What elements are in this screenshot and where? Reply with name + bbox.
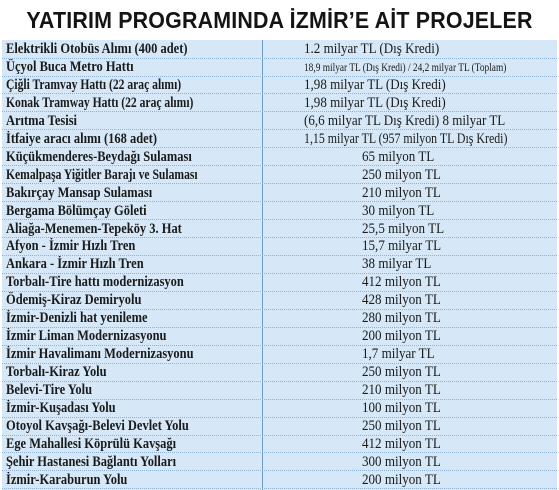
project-name: Üçyol Buca Metro Hattı xyxy=(6,58,134,75)
table-row: Belevi-Tire Yolu 210 milyon TL xyxy=(2,382,557,400)
table-row: İzmir-Kuşadası Yolu 100 milyon TL xyxy=(2,400,557,418)
project-name: Kemalpaşa Yiğitler Barajı ve Sulaması xyxy=(6,166,198,183)
table-row: Çiğli Tramvay Hattı (22 araç alımı) 1,98 … xyxy=(2,77,557,95)
project-name: İzmir-Kuşadası Yolu xyxy=(6,400,116,416)
table-row: Küçükmenderes-Beydağı Sulaması 65 milyon … xyxy=(2,149,557,167)
project-budget: 18,9 milyar TL (Dış Kredi) / 24,2 milyar… xyxy=(304,59,507,74)
table-row: Torbalı-Kiraz Yolu 250 milyon TL xyxy=(2,364,557,382)
table-row: Üçyol Buca Metro Hattı 18,9 milyar TL (Dı… xyxy=(2,59,557,77)
table-row: Bergama Bölümçay Göleti 30 milyon TL xyxy=(2,203,557,221)
table-row: İzmir Liman Modernizasyonu 200 milyon TL xyxy=(2,328,557,346)
project-name: Elektrikli Otobüs Alımı (400 adet) xyxy=(6,41,188,57)
project-budget: 1,7 milyar TL xyxy=(362,346,435,363)
project-name: Arıtma Tesisi xyxy=(6,112,78,129)
project-name: Şehir Hastanesi Bağlantı Yolları xyxy=(6,453,177,470)
project-name: İzmir Havalimanı Modernizasyonu xyxy=(6,346,194,363)
table-row: İzmir-Denizli hat yenileme 280 milyon TL xyxy=(2,310,557,328)
project-budget: 30 milyon TL xyxy=(362,202,435,219)
table-row: Elektrikli Otobüs Alımı (400 adet) 1.2 mi… xyxy=(2,41,557,59)
project-name: Torbalı-Tire hattı modernizasyon xyxy=(6,274,184,291)
table-row: Arıtma Tesisi (6,6 milyar TL Dış Kredi) 8… xyxy=(2,113,557,131)
project-budget: 250 milyon TL xyxy=(362,364,441,381)
table-row: Ege Mahallesi Köprülü Kavşağı 412 milyon … xyxy=(2,436,557,454)
project-name: Ödemiş-Kiraz Demiryolu xyxy=(6,292,142,309)
table-row: İzmir-Karaburun Yolu 200 milyon TL xyxy=(2,472,557,490)
project-budget: 1,98 milyar TL (Dış Kredi) xyxy=(304,76,446,93)
project-budget: 38 milyar TL xyxy=(362,256,432,273)
project-name: İzmir-Karaburun Yolu xyxy=(6,471,128,488)
project-name: Ankara - İzmir Hızlı Tren xyxy=(6,256,144,273)
project-budget: 65 milyon TL xyxy=(362,148,435,165)
table-row: Konak Tramway Hattı (22 araç alımı) 1,98 … xyxy=(2,95,557,113)
project-budget: 25,5 milyon TL xyxy=(362,220,445,237)
table-row: Aliağa-Menemen-Tepeköy 3. Hat 25,5 milyon… xyxy=(2,221,557,239)
project-name: Afyon - İzmir Hızlı Tren xyxy=(6,238,136,255)
table-row: Afyon - İzmir Hızlı Tren 15,7 milyar TL xyxy=(2,238,557,257)
table-row: Şehir Hastanesi Bağlantı Yolları 300 mily… xyxy=(2,454,557,472)
table-row: Ankara - İzmir Hızlı Tren 38 milyar TL xyxy=(2,256,557,274)
project-budget: 1.2 milyar TL (Dış Kredi) xyxy=(304,41,440,57)
project-name: Bergama Bölümçay Göleti xyxy=(6,202,147,219)
project-budget: 15,7 milyar TL xyxy=(362,238,442,255)
project-budget: 1,98 milyar TL (Dış Kredi) xyxy=(304,94,446,111)
project-budget: 200 milyon TL xyxy=(362,471,441,488)
project-name: İzmir-Denizli hat yenileme xyxy=(6,310,148,327)
project-name: Ege Mahallesi Köprülü Kavşağı xyxy=(6,435,177,452)
project-budget: 210 milyon TL xyxy=(362,382,441,399)
project-name: Çiğli Tramvay Hattı (22 araç alımı) xyxy=(6,76,182,93)
table-row: Torbalı-Tire hattı modernizasyon 412 mily… xyxy=(2,274,557,292)
project-name: Küçükmenderes-Beydağı Sulaması xyxy=(6,148,192,165)
project-budget: 200 milyon TL xyxy=(362,328,441,345)
page-title: YATIRIM PROGRAMINDA İZMİR’E AİT PROJELER xyxy=(26,6,533,33)
project-budget: 300 milyon TL xyxy=(362,453,441,470)
project-budget: 412 milyon TL xyxy=(362,274,441,291)
table-row: Bakırçay Mansap Sulaması 210 milyon TL xyxy=(2,185,557,203)
project-name: Aliağa-Menemen-Tepeköy 3. Hat xyxy=(6,220,182,237)
project-budget: 100 milyon TL xyxy=(362,400,441,416)
column-divider xyxy=(262,40,263,490)
project-budget: 412 milyon TL xyxy=(362,435,441,452)
project-name: Otoyol Kavşağı-Belevi Devlet Yolu xyxy=(6,417,189,434)
table-row: Kemalpaşa Yiğitler Barajı ve Sulaması 250… xyxy=(2,167,557,185)
table-row: İtfaiye aracı alımı (168 adet) 1,15 milya… xyxy=(2,131,557,149)
project-name: Torbalı-Kiraz Yolu xyxy=(6,364,107,381)
project-budget: 428 milyon TL xyxy=(362,292,441,309)
project-budget: 280 milyon TL xyxy=(362,310,441,327)
table-row: İzmir Havalimanı Modernizasyonu 1,7 milya… xyxy=(2,346,557,364)
projects-table xyxy=(2,40,557,490)
table-row: Otoyol Kavşağı-Belevi Devlet Yolu 250 mil… xyxy=(2,418,557,436)
project-budget: 250 milyon TL xyxy=(362,417,441,434)
project-budget: (6,6 milyar TL Dış Kredi) 8 milyar TL xyxy=(304,112,506,129)
project-name: Konak Tramway Hattı (22 araç alımı) xyxy=(6,94,194,111)
project-budget: 250 milyon TL xyxy=(362,166,441,183)
project-name: İzmir Liman Modernizasyonu xyxy=(6,328,167,345)
project-name: Belevi-Tire Yolu xyxy=(6,382,93,399)
table-row: Ödemiş-Kiraz Demiryolu 428 milyon TL xyxy=(2,292,557,310)
project-budget: 210 milyon TL xyxy=(362,184,441,201)
project-name: Bakırçay Mansap Sulaması xyxy=(6,184,153,201)
project-name: İtfaiye aracı alımı (168 adet) xyxy=(6,130,157,147)
project-budget: 1,15 milyar TL (957 milyon TL Dış Kredi) xyxy=(304,130,508,147)
